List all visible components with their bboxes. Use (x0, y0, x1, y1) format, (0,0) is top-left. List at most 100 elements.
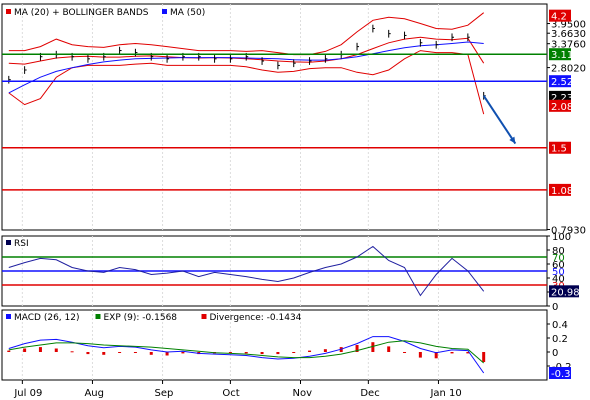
macd-legend: MACD (26, 12) EXP (9): -0.1568 Divergence:… (6, 313, 302, 323)
y-tick-label: 2.8020 (551, 64, 586, 75)
divergence-bar (7, 350, 11, 352)
divergence-bar (308, 350, 312, 352)
rsi-line (8, 245, 485, 297)
rsi-legend-swatch (6, 240, 11, 245)
x-tick-label: Dec (360, 388, 379, 399)
divergence-bar (403, 352, 407, 353)
divergence-bar (371, 342, 375, 352)
level-tag-bg (549, 183, 571, 196)
value-tag-bg (549, 99, 571, 112)
level-tag-label: 1.08 (551, 186, 573, 197)
macd-legend-label: Divergence: -0.1434 (210, 313, 302, 323)
divergence-bar (149, 352, 153, 355)
divergence-bar (133, 352, 137, 353)
projection-arrow (482, 95, 517, 145)
divergence-bar (450, 352, 454, 354)
rsi-y-tick-label: 80 (552, 246, 565, 257)
divergence-bar (165, 352, 169, 356)
level-tag-label: 1.5 (551, 144, 567, 155)
rsi-value-tag: 20.98 (549, 285, 580, 298)
x-axis: Jul 09 Aug Sep Oct Nov Dec Jan 10 (13, 380, 462, 399)
macd-y-axis: 0.40.20-0.2 (547, 320, 572, 373)
divergence-bar (323, 349, 327, 352)
divergence-bar (86, 352, 90, 355)
bollinger-upper-line (8, 12, 485, 56)
macd-series-line (8, 340, 485, 364)
macd-y-tick-label: 0 (552, 348, 558, 359)
divergence-bar (54, 348, 58, 352)
macd-value-tag: -0.3 (549, 367, 571, 380)
macd-legend-label: EXP (9): -0.1568 (104, 313, 178, 323)
y-tick-label: 3.6630 (551, 29, 586, 40)
macd-y-tick-label: 0.4 (552, 320, 568, 331)
x-tick-label: Jul 09 (13, 388, 42, 399)
macd-panel-frame (1, 309, 548, 381)
rsi-value-tag-bg (549, 285, 579, 298)
rsi-y-tick-label: 100 (552, 232, 571, 243)
price-legend: MA (20) + BOLLINGER BANDS MA (50) (6, 8, 205, 18)
divergence-bar (466, 352, 470, 354)
level-tag-bg (549, 141, 571, 154)
value-tag-bg (549, 9, 571, 22)
x-tick-label: Aug (84, 388, 104, 399)
price-value-tags: 3.11 2.52 1.5 1.08 4.2 2.232.08 (549, 9, 573, 197)
divergence-bar (118, 352, 122, 353)
divergence-bar (418, 352, 422, 358)
bollinger-lower-line (8, 50, 485, 115)
x-tick-label: Nov (293, 388, 313, 399)
divergence-bar (38, 347, 42, 352)
divergence-bar (387, 346, 391, 352)
divergence-bar (23, 348, 27, 352)
divergence-bar (434, 352, 438, 359)
rsi-levels: 705030 (2, 253, 565, 292)
x-tick-label: Sep (155, 388, 174, 399)
x-tick-label: Oct (222, 388, 239, 399)
divergence-bar (276, 352, 280, 355)
level-tag-label: 3.11 (551, 50, 573, 61)
value-tag-label: 2.08 (551, 102, 573, 113)
price-panel-frame (1, 3, 548, 231)
divergence-bar (292, 352, 296, 353)
rsi-value-tag-label: 20.98 (551, 287, 580, 298)
rsi-y-tick-label: 40 (552, 274, 565, 285)
macd-lines (8, 336, 485, 374)
level-tag-bg (549, 75, 571, 88)
y-tick-label: 0.7930 (551, 226, 586, 237)
macd-legend-swatch (6, 314, 11, 319)
value-tag-label: 4.2 (551, 12, 567, 23)
macd-y-tick-label: 0.2 (552, 334, 568, 345)
y-tick-label: 3.9500 (551, 20, 586, 31)
x-tick-label: Jan 10 (429, 388, 461, 399)
divergence-bar (260, 352, 264, 355)
rsi-legend: RSI (6, 239, 29, 249)
divergence-bar (70, 351, 74, 353)
price-gridlines (21, 4, 439, 230)
rsi-series-line (8, 245, 485, 297)
macd-panel: 0.40.20-0.2 -0.3 MACD (26, 12)EXP (9): -… (1, 309, 572, 381)
y-tick-label: 3.3760 (551, 40, 586, 51)
rsi-panel: 705030 100806040200 20.98 RSI (1, 232, 580, 313)
rsi-y-tick-label: 60 (552, 260, 565, 271)
support-resistance-lines (2, 53, 547, 191)
rsi-level-label: 70 (552, 253, 565, 264)
bollinger-bands (8, 12, 485, 115)
projection-arrow-shaft (482, 95, 517, 145)
macd-value-tag-label: -0.3 (551, 369, 571, 380)
divergence-bar (181, 352, 185, 354)
projection-arrow-head (509, 136, 516, 144)
divergence-bar (244, 352, 248, 354)
legend-label: MA (50) (170, 8, 205, 18)
macd-legend-swatch (95, 314, 101, 319)
legend-label: MA (20) + BOLLINGER BANDS (14, 8, 149, 18)
macd-series-line (8, 336, 485, 374)
value-tag-label: 2.23 (551, 93, 573, 104)
divergence-bar (355, 345, 359, 352)
legend-swatch (6, 9, 11, 14)
level-tag-bg (549, 48, 571, 61)
macd-legend-swatch (201, 314, 207, 319)
rsi-y-tick-label: 0 (552, 302, 558, 313)
divergence-bar (102, 352, 106, 355)
